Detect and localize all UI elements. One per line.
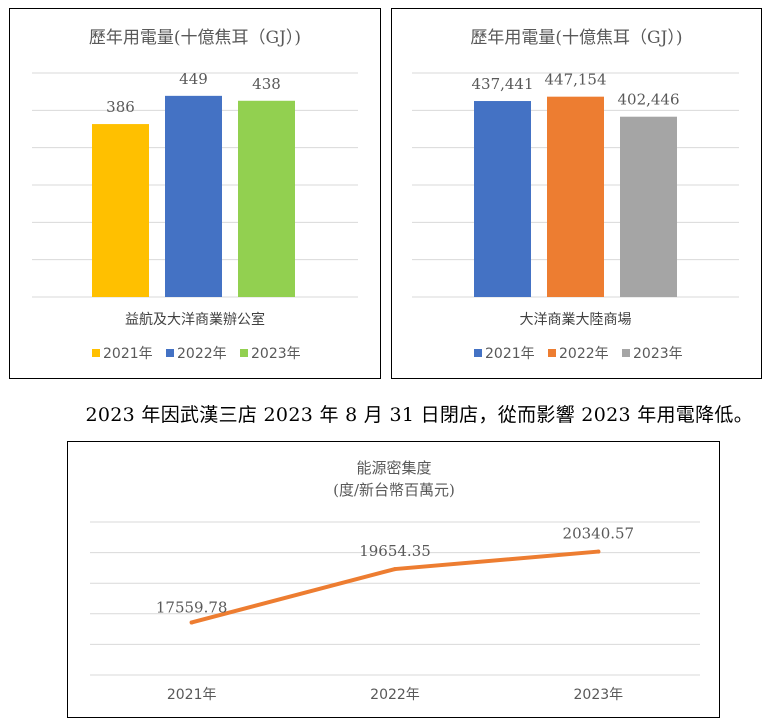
data-label: 402,446 <box>617 91 679 109</box>
data-point <box>393 567 397 572</box>
legend-entry: 2022年 <box>559 346 609 362</box>
chart-energy-intensity: 能源密集度 (度/新台幣百萬元) 17559.78 2021年 19654.35 2022… <box>90 459 700 703</box>
chart-title: 歷年用電量(十億焦耳（GJ）) <box>470 28 682 48</box>
data-label: 447,154 <box>544 71 606 89</box>
legend-entry: 2022年 <box>177 346 227 362</box>
chart-mall-electricity: 歷年用電量(十億焦耳（GJ）) 437,441 447,154 402,446 大洋商業… <box>412 28 739 362</box>
bar-2021年 <box>92 124 149 298</box>
data-label: 20340.57 <box>563 525 635 543</box>
data-label: 19654.35 <box>359 542 431 560</box>
legend-swatch <box>92 349 100 357</box>
chart-title: 能源密集度 <box>356 459 431 477</box>
x-tick-label: 2021年 <box>167 687 217 703</box>
category-label: 大洋商業大陸商場 <box>520 312 632 328</box>
legend-swatch <box>166 349 174 357</box>
data-label: 449 <box>179 70 208 88</box>
chart-office-electricity: 歷年用電量(十億焦耳（GJ）) 386 449 438 益航及大洋商業辦公室 2021年 2… <box>32 28 358 362</box>
closure-note: 2023 年因武漢三店 2023 年 8 月 31 日閉店，從而影響 2023 … <box>85 404 753 426</box>
legend-swatch <box>548 349 556 357</box>
chart-title: 歷年用電量(十億焦耳（GJ）) <box>89 28 301 48</box>
bar-2022年 <box>547 96 604 297</box>
legend-swatch <box>474 349 482 357</box>
legend-swatch <box>240 349 248 357</box>
bar-2023年 <box>238 100 295 297</box>
data-label: 386 <box>106 98 135 116</box>
category-label: 益航及大洋商業辦公室 <box>125 311 265 328</box>
legend-entry: 2023年 <box>633 346 683 362</box>
bar-2021年 <box>474 101 531 297</box>
legend-entry: 2021年 <box>485 346 535 362</box>
data-point <box>596 549 601 554</box>
data-label: 17559.78 <box>156 598 228 616</box>
chart-panel-office: 歷年用電量(十億焦耳（GJ）) 386 449 438 益航及大洋商業辦公室 2021年 2… <box>9 8 381 379</box>
chart-subtitle: (度/新台幣百萬元) <box>333 481 455 499</box>
legend-swatch <box>622 349 630 357</box>
data-label: 437,441 <box>471 75 533 93</box>
chart-panel-mall: 歷年用電量(十億焦耳（GJ）) 437,441 447,154 402,446 大洋商業… <box>391 8 762 379</box>
x-tick-label: 2023年 <box>574 687 624 703</box>
chart-panel-intensity: 能源密集度 (度/新台幣百萬元) 17559.78 2021年 19654.35 2022… <box>67 441 720 718</box>
series-line <box>189 549 601 625</box>
data-point <box>189 620 194 625</box>
bar-2022年 <box>165 95 222 298</box>
data-label: 438 <box>252 75 281 93</box>
legend-entry: 2023年 <box>251 346 301 362</box>
legend-entry: 2021年 <box>103 346 153 362</box>
bar-2023年 <box>620 116 677 297</box>
x-tick-label: 2022年 <box>370 687 420 703</box>
